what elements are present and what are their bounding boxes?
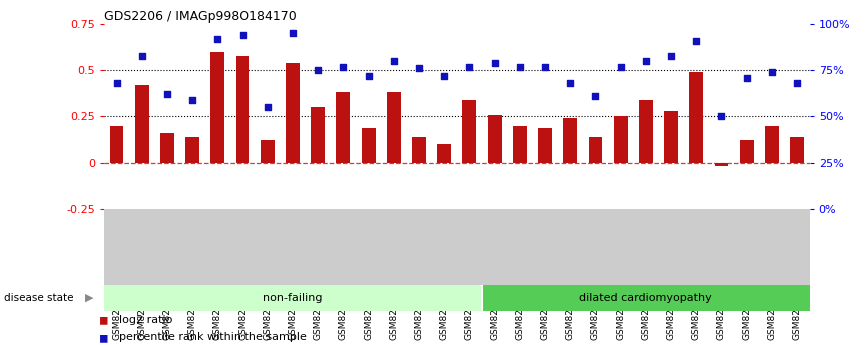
Point: [437, 73, 451, 79]
Text: non-failing: non-failing: [263, 293, 323, 303]
Point: [563, 80, 577, 86]
Bar: [488, 115, 501, 162]
Bar: [286, 63, 300, 162]
Bar: [437, 144, 451, 162]
Text: ■: ■: [100, 314, 114, 327]
Point: [412, 66, 426, 71]
Text: ■: ■: [100, 331, 114, 344]
Point: [261, 105, 275, 110]
Bar: [639, 100, 653, 162]
Bar: [337, 92, 351, 162]
Bar: [538, 128, 552, 162]
Text: ▶: ▶: [85, 293, 94, 303]
Point: [387, 58, 401, 64]
Bar: [135, 85, 149, 162]
Bar: [185, 137, 199, 162]
Text: log2 ratio: log2 ratio: [119, 315, 172, 325]
Point: [236, 32, 249, 38]
Bar: [740, 140, 753, 162]
Point: [589, 93, 603, 99]
Point: [337, 64, 351, 69]
Point: [513, 64, 527, 69]
Bar: [104, 285, 482, 310]
Bar: [689, 72, 703, 162]
Bar: [790, 137, 804, 162]
Point: [740, 75, 753, 80]
Point: [362, 73, 376, 79]
Bar: [160, 133, 174, 162]
Bar: [563, 118, 577, 162]
Point: [689, 38, 703, 43]
Bar: [462, 100, 476, 162]
Point: [462, 64, 476, 69]
Point: [160, 91, 174, 97]
Point: [286, 31, 300, 36]
Point: [639, 58, 653, 64]
Point: [614, 64, 628, 69]
Point: [538, 64, 552, 69]
Bar: [387, 92, 401, 162]
Point: [790, 80, 804, 86]
Point: [185, 97, 199, 102]
Point: [765, 69, 779, 75]
Bar: [261, 140, 275, 162]
Bar: [589, 137, 603, 162]
Bar: [412, 137, 426, 162]
Point: [210, 36, 224, 42]
Bar: [614, 116, 628, 162]
Bar: [236, 56, 249, 162]
Point: [488, 60, 501, 66]
Text: dilated cardiomyopathy: dilated cardiomyopathy: [579, 293, 712, 303]
Bar: [664, 111, 678, 162]
Point: [714, 114, 728, 119]
Bar: [513, 126, 527, 162]
Point: [311, 68, 325, 73]
Point: [664, 53, 678, 58]
Text: percentile rank within the sample: percentile rank within the sample: [119, 333, 307, 342]
Point: [110, 80, 124, 86]
Text: disease state: disease state: [4, 293, 74, 303]
Point: [135, 53, 149, 58]
Text: GDS2206 / IMAGp998O184170: GDS2206 / IMAGp998O184170: [104, 10, 297, 23]
Bar: [110, 126, 124, 162]
Bar: [482, 285, 810, 310]
Bar: [765, 126, 779, 162]
Bar: [311, 107, 325, 162]
Bar: [362, 128, 376, 162]
Bar: [210, 52, 224, 162]
Bar: [714, 162, 728, 166]
